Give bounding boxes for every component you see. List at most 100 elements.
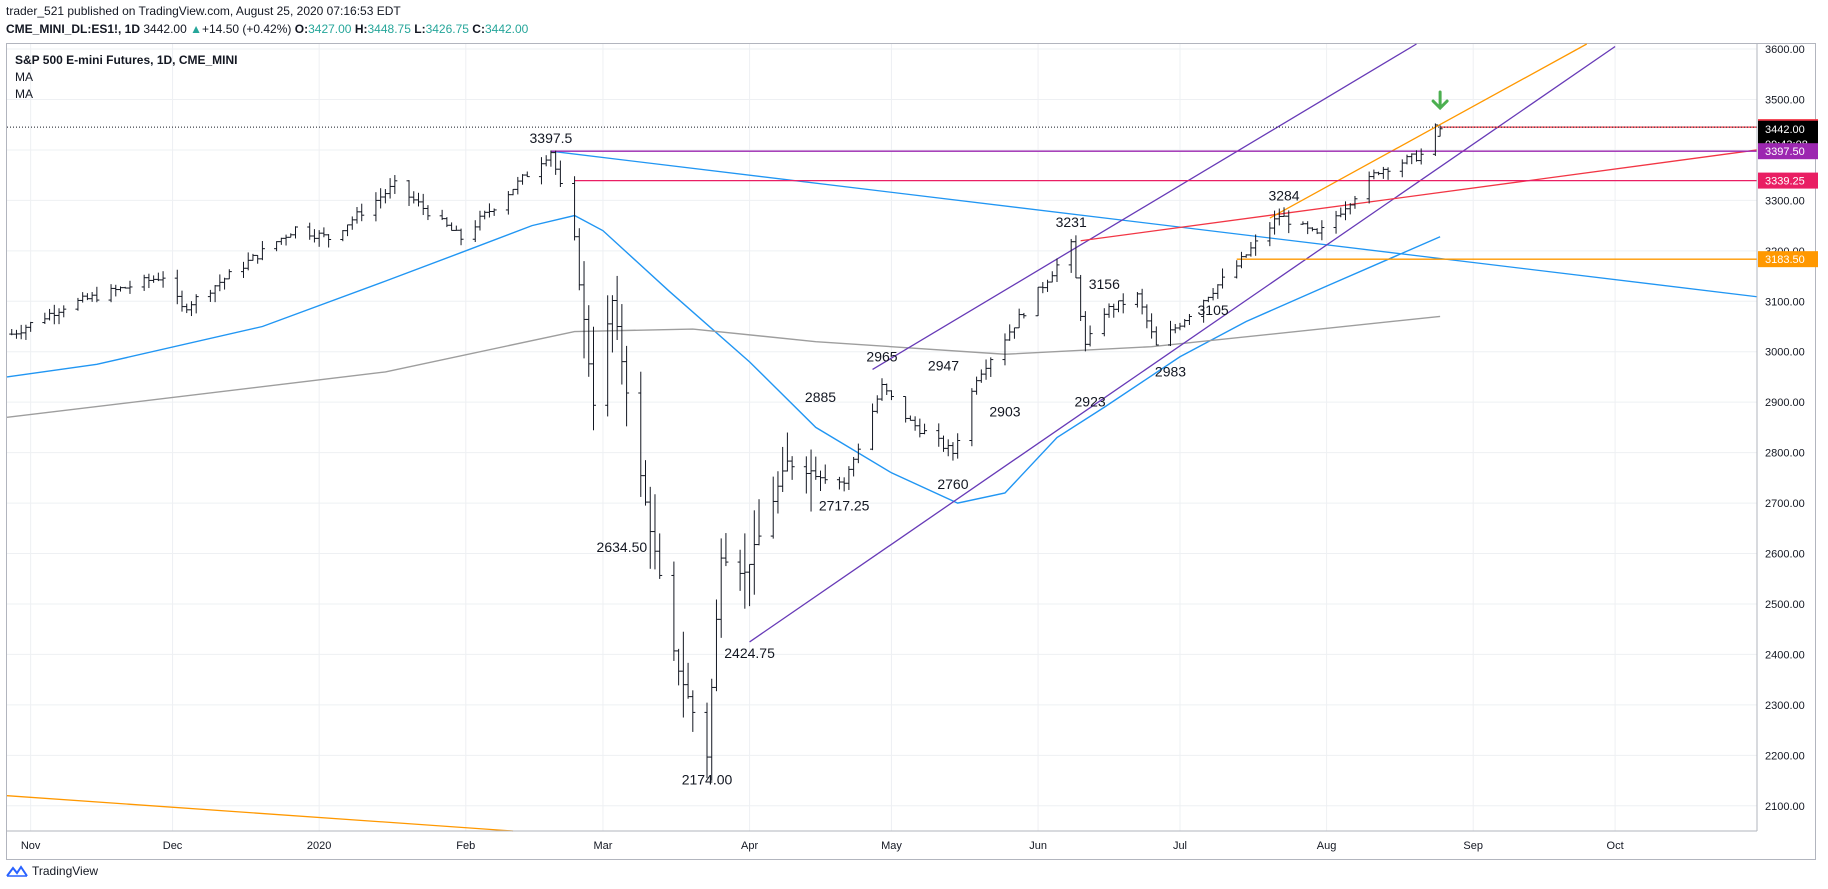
tradingview-logo-icon[interactable] xyxy=(6,864,28,878)
ohlc-bar xyxy=(1220,268,1226,289)
ohlc-bar xyxy=(870,403,876,451)
ohlc-bar xyxy=(1413,150,1419,162)
footer: TradingView xyxy=(6,863,98,879)
symbol-label[interactable]: CME_MINI_DL:ES1!, 1D xyxy=(6,22,141,36)
y-tick-label: 3300.00 xyxy=(1765,195,1805,207)
moving-average-1 xyxy=(6,214,1441,504)
ohlc-bar xyxy=(146,273,152,289)
ohlc-bar xyxy=(184,303,190,314)
ohlc-bar xyxy=(1111,303,1117,318)
ohlc-bar xyxy=(212,285,218,303)
ohlc-bar xyxy=(553,150,559,175)
ohlc-bar xyxy=(406,180,412,206)
ohlc-bar xyxy=(903,395,909,423)
y-tick-label: 2800.00 xyxy=(1765,448,1805,460)
ohlc-bar xyxy=(1149,313,1155,339)
ohlc-bar xyxy=(836,476,842,490)
y-tick-label: 3600.00 xyxy=(1765,44,1805,56)
open-value: 3427.00 xyxy=(308,22,352,36)
ohlc-bar xyxy=(278,237,284,245)
ohlc-bar xyxy=(415,192,421,207)
ohlc-bar xyxy=(538,157,544,185)
ohlc-bar xyxy=(425,205,431,221)
x-tick-label: Jul xyxy=(1173,840,1187,852)
low-value: 3426.75 xyxy=(425,22,469,36)
x-tick-label: Jun xyxy=(1029,840,1047,852)
ohlc-bar xyxy=(1021,312,1027,319)
ohlc-bar xyxy=(354,207,360,224)
ohlc-bar xyxy=(51,304,57,325)
ohlc-bar xyxy=(1177,322,1183,331)
ohlc-bar xyxy=(151,275,157,283)
ohlc-bar xyxy=(1087,325,1093,347)
y-tick-label: 3500.00 xyxy=(1765,94,1805,106)
ohlc-bar xyxy=(822,464,828,484)
last-price: 3442.00 xyxy=(143,22,187,36)
ohlc-bar xyxy=(1215,284,1221,299)
ohlc-bar xyxy=(122,286,128,289)
ohlc-bar xyxy=(373,192,379,222)
ohlc-bar xyxy=(1300,221,1306,225)
ohlc-bar xyxy=(690,690,696,732)
ohlc-bar xyxy=(940,435,946,452)
low-label: L: xyxy=(414,22,426,36)
ohlc-bar xyxy=(510,188,516,196)
ohlc-bar xyxy=(1371,169,1377,180)
x-tick-label: Dec xyxy=(163,840,183,852)
ohlc-bar xyxy=(1286,210,1292,234)
change-value: +14.50 (+0.42%) xyxy=(202,22,292,36)
ohlc-bar xyxy=(978,369,984,383)
ohlc-bar xyxy=(113,284,119,297)
ohlc-bar xyxy=(723,533,729,567)
ohlc-bar xyxy=(382,189,388,204)
ohlc-bar xyxy=(1106,303,1112,318)
price-tag: 3397.50 xyxy=(1765,146,1805,158)
ohlc-bar xyxy=(222,277,228,290)
ohlc-bar xyxy=(643,460,649,506)
ohlc-bar xyxy=(652,494,658,570)
legend-title: S&P 500 E-mini Futures, 1D, CME_MINI xyxy=(15,53,238,67)
ohlc-bar xyxy=(1338,207,1344,218)
ohlc-bar xyxy=(685,662,691,699)
price-annotation: 3284 xyxy=(1268,187,1299,203)
ohlc-bar xyxy=(1376,171,1382,176)
legend-ma-1[interactable]: MA xyxy=(15,70,33,84)
ohlc-bar xyxy=(988,357,994,377)
ohlc-bar xyxy=(983,359,989,380)
ohlc-bar xyxy=(1267,222,1273,247)
ohlc-bar xyxy=(505,191,511,215)
ohlc-bar xyxy=(1073,235,1079,279)
ohlc-bar xyxy=(770,476,776,539)
ohlc-bar xyxy=(586,305,592,377)
price-annotation: 2947 xyxy=(928,357,959,373)
ohlc-bar xyxy=(1078,274,1084,322)
price-tag: 3442.00 xyxy=(1765,124,1805,136)
price-tag-box xyxy=(1758,120,1818,137)
ohlc-bar xyxy=(288,233,294,238)
ohlc-bar xyxy=(524,171,530,178)
ohlc-bar xyxy=(1182,319,1188,328)
ohlc-bar xyxy=(345,224,351,237)
ohlc-bar xyxy=(1347,203,1353,215)
ohlc-bar xyxy=(647,486,653,569)
ohlc-bar xyxy=(13,329,19,339)
price-annotation: 2760 xyxy=(937,476,968,492)
ohlc-bar xyxy=(1201,299,1207,323)
legend-ma-2[interactable]: MA xyxy=(15,87,33,101)
ohlc-bar xyxy=(1418,148,1424,165)
ohlc-bar xyxy=(108,284,114,303)
y-tick-label: 2400.00 xyxy=(1765,649,1805,661)
price-annotation: 3231 xyxy=(1056,214,1087,230)
ohlc-bar xyxy=(945,439,951,457)
ohlc-bar xyxy=(1040,282,1046,294)
ohlc-bar xyxy=(1366,171,1372,204)
footer-brand[interactable]: TradingView xyxy=(32,864,99,878)
price-annotation: 2903 xyxy=(989,404,1020,420)
ohlc-bar xyxy=(1035,286,1041,317)
ohlc-bar xyxy=(259,241,265,261)
ohlc-bar xyxy=(420,193,426,216)
ohlc-bar xyxy=(127,280,133,294)
ohlc-bar xyxy=(1314,228,1320,235)
ohlc-bar xyxy=(1281,207,1287,217)
